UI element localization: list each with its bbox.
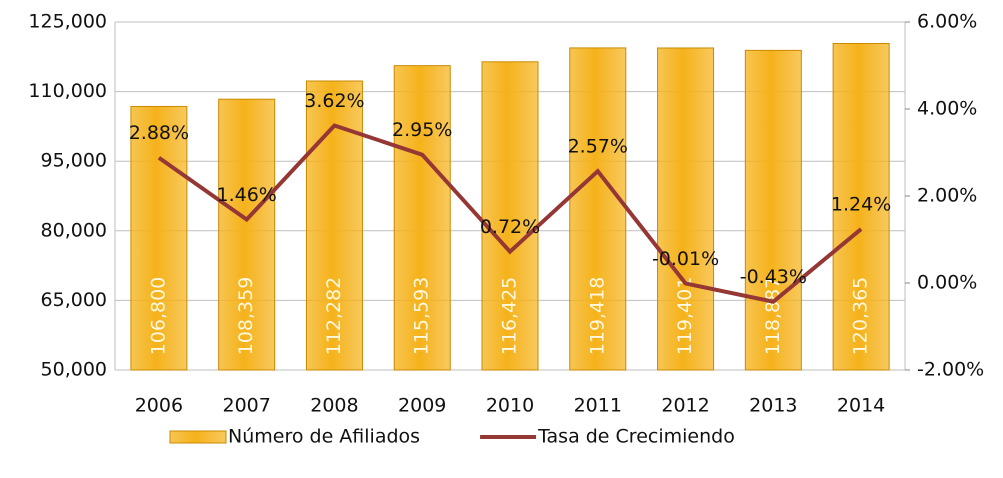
y2-tick-label: 0.00% xyxy=(917,272,977,294)
y-tick-label: 80,000 xyxy=(41,219,107,241)
x-tick-label: 2012 xyxy=(661,395,709,417)
bar-value-label: 118,887 xyxy=(762,277,784,356)
y-tick-label: 110,000 xyxy=(28,80,107,102)
y2-tick-label: -2.00% xyxy=(917,359,984,381)
x-tick-label: 2013 xyxy=(749,395,797,417)
bar-value-label: 108,359 xyxy=(235,277,257,356)
bar-value-label: 119,401 xyxy=(674,277,696,356)
line-value-label: 2.88% xyxy=(129,122,189,144)
legend-swatch xyxy=(169,430,227,444)
bar-value-label: 116,425 xyxy=(499,277,521,356)
y-tick-label: 50,000 xyxy=(41,359,107,381)
bar-value-label: 115,593 xyxy=(411,277,433,356)
line-value-label: 1.24% xyxy=(831,194,891,216)
bar-value-label: 120,365 xyxy=(850,277,872,356)
bar xyxy=(218,98,276,371)
y-tick-label: 125,000 xyxy=(28,11,107,33)
bar xyxy=(130,105,188,371)
x-tick-label: 2009 xyxy=(398,395,446,417)
bar xyxy=(305,80,363,371)
line-value-label: -0.43% xyxy=(740,266,807,288)
legend-label: Número de Afiliados xyxy=(228,426,420,448)
bar xyxy=(393,65,451,371)
bar xyxy=(569,47,627,371)
bar-value-label: 112,282 xyxy=(323,277,345,356)
x-tick-label: 2008 xyxy=(310,395,358,417)
x-tick-label: 2006 xyxy=(135,395,183,417)
line-value-label: 3.62% xyxy=(304,90,364,112)
legend-label: Tasa de Crecimiendo xyxy=(537,426,735,448)
x-tick-label: 2007 xyxy=(222,395,270,417)
line-value-label: 1.46% xyxy=(216,184,276,206)
bar xyxy=(744,49,802,371)
bar xyxy=(832,43,890,371)
x-tick-label: 2014 xyxy=(837,395,885,417)
line-value-label: 2.95% xyxy=(392,119,452,141)
line xyxy=(157,123,863,304)
y2-tick-label: 4.00% xyxy=(917,98,977,120)
x-tick-label: 2011 xyxy=(574,395,622,417)
line-value-label: 0.72% xyxy=(480,216,540,238)
x-tick-label: 2010 xyxy=(486,395,534,417)
bar xyxy=(657,47,715,371)
bar-value-label: 119,418 xyxy=(586,277,608,356)
line-value-label: 2.57% xyxy=(568,136,628,158)
bar-value-label: 106,800 xyxy=(147,277,169,356)
line-value-label: -0.01% xyxy=(652,248,719,270)
y-tick-label: 95,000 xyxy=(41,150,107,172)
y2-tick-label: 6.00% xyxy=(917,11,977,33)
bar xyxy=(481,61,539,371)
y2-tick-label: 2.00% xyxy=(917,185,977,207)
y-tick-label: 65,000 xyxy=(41,289,107,311)
